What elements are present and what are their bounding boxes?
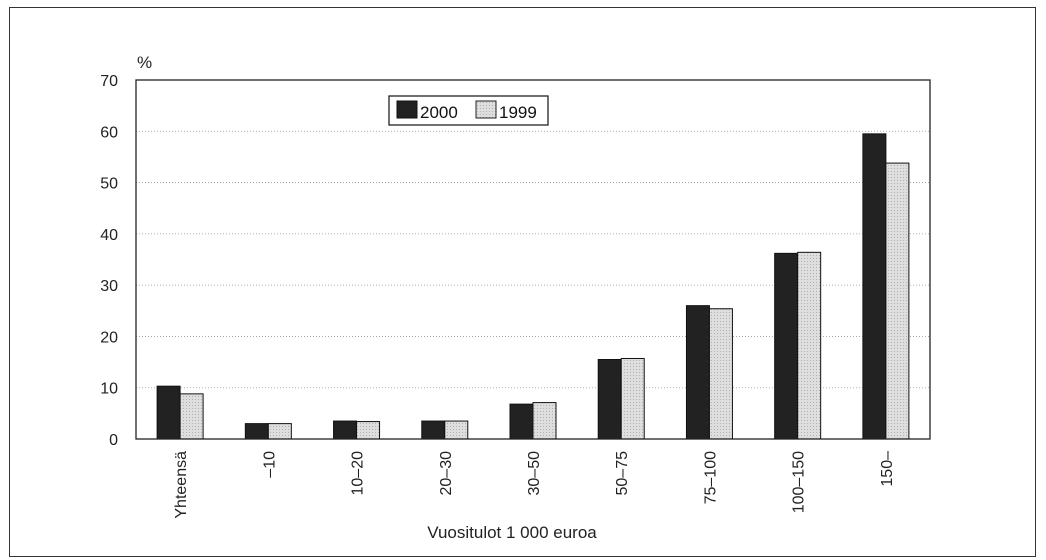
bar-2000-1 bbox=[244, 423, 269, 440]
y-tick-label: 30 bbox=[100, 278, 118, 295]
bar-2000-4 bbox=[509, 403, 534, 440]
bar-1999-1 bbox=[267, 423, 292, 440]
bar-1999-7 bbox=[797, 251, 822, 440]
bar-2000-5 bbox=[597, 359, 622, 440]
bar-1999-2 bbox=[356, 421, 381, 440]
bar-2000-7 bbox=[774, 252, 799, 440]
y-tick-label: 40 bbox=[100, 227, 118, 244]
legend-label-1999: 1999 bbox=[499, 103, 537, 122]
y-tick-label: 60 bbox=[100, 124, 118, 141]
x-tick-label: 10–20 bbox=[350, 451, 367, 496]
y-tick-label: 50 bbox=[100, 176, 118, 193]
bar-2000-3 bbox=[421, 420, 446, 440]
x-axis-label: Vuositulot 1 000 euroa bbox=[427, 523, 597, 542]
bar-1999-5 bbox=[620, 357, 645, 440]
y-tick-label: 20 bbox=[100, 329, 118, 346]
bar-1999-8 bbox=[885, 162, 910, 440]
plot-area-border bbox=[135, 79, 931, 440]
bars bbox=[156, 133, 910, 440]
x-tick-label: 150– bbox=[879, 451, 896, 487]
gridlines bbox=[136, 130, 930, 389]
x-tick-label: 100–150 bbox=[791, 451, 808, 513]
bar-1999-6 bbox=[708, 308, 733, 440]
chart-frame bbox=[9, 7, 1036, 557]
bar-2000-8 bbox=[862, 133, 887, 440]
x-tick-label: Yhteensä bbox=[173, 451, 190, 519]
legend-label-2000: 2000 bbox=[420, 103, 458, 122]
bar-1999-3 bbox=[444, 420, 469, 440]
x-tick-label: –10 bbox=[261, 451, 278, 478]
x-tick-label: 20–30 bbox=[438, 451, 455, 496]
x-tick-label: 50–75 bbox=[614, 451, 631, 496]
bar-1999-0 bbox=[179, 393, 204, 440]
y-tick-label: 0 bbox=[109, 432, 118, 449]
y-tick-label: 10 bbox=[100, 381, 118, 398]
legend-swatch-1999 bbox=[475, 100, 497, 119]
y-axis-label: % bbox=[137, 53, 152, 72]
bar-2000-6 bbox=[685, 305, 710, 440]
y-axis-ticks: 0 10 20 30 40 50 60 70 bbox=[100, 73, 118, 449]
x-tick-label: 75–100 bbox=[702, 451, 719, 504]
legend-swatch-2000 bbox=[396, 100, 418, 119]
bar-2000-0 bbox=[156, 385, 181, 440]
legend: 2000 1999 bbox=[388, 95, 549, 126]
bar-2000-2 bbox=[333, 420, 358, 440]
bar-1999-4 bbox=[532, 402, 557, 440]
x-tick-label: 30–50 bbox=[526, 451, 543, 496]
y-tick-label: 70 bbox=[100, 73, 118, 90]
x-axis-ticks: Yhteensä –10 10–20 20–30 30–50 50–75 75–100 100… bbox=[173, 451, 896, 519]
axes bbox=[135, 79, 931, 440]
